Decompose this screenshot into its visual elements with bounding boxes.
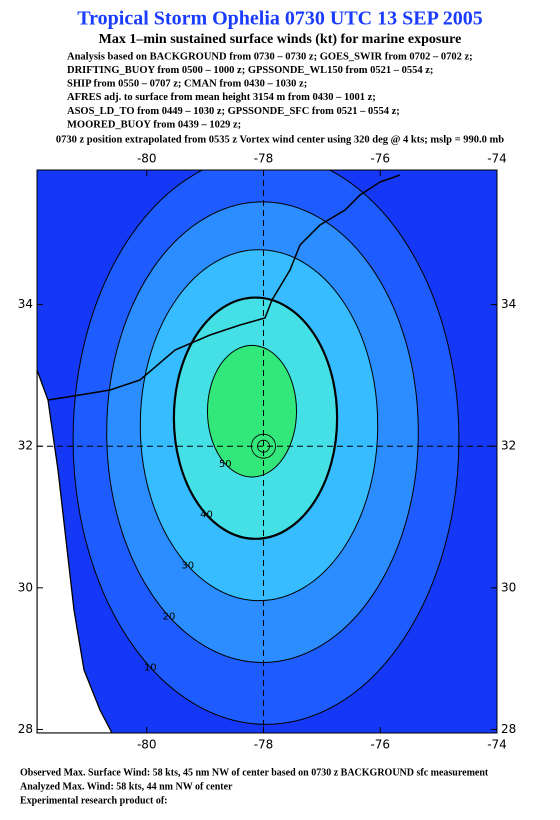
analysis-line: DRIFTING_BUOY from 0500 – 1000 z; GPSSON… — [67, 65, 433, 76]
contour-label: 30 — [181, 561, 194, 572]
x-tick-label: -74 — [487, 152, 507, 166]
y-tick-label: 28 — [501, 722, 516, 736]
x-tick-label: -76 — [370, 152, 390, 166]
subtitle: Max 1–min sustained surface winds (kt) f… — [99, 32, 462, 47]
land — [37, 369, 113, 733]
overlay: -80 -80 -78 -78 -76 -76 -74 -74 28 28 30 30 32 32 34 34 — [18, 152, 517, 752]
x-tick-label: -78 — [254, 738, 274, 752]
footer-line: Observed Max. Surface Wind: 58 kts, 45 n… — [20, 767, 489, 778]
y-tick-label: 32 — [501, 439, 516, 453]
map: 10 20 30 40 50 — [37, 170, 497, 733]
y-tick-label: 28 — [18, 722, 33, 736]
contour-label: 10 — [144, 662, 157, 673]
analysis-line: AFRES adj. to surface from mean height 3… — [67, 92, 376, 103]
x-tick-label: -80 — [137, 152, 157, 166]
y-tick-label: 34 — [18, 297, 33, 311]
contour-label: 20 — [163, 611, 176, 622]
y-tick-label: 34 — [501, 297, 516, 311]
x-tick-label: -76 — [370, 738, 390, 752]
title: Tropical Storm Ophelia 0730 UTC 13 SEP 2… — [77, 8, 482, 30]
analysis-line: ASOS_LD_TO from 0449 – 1030 z; GPSSONDE_… — [67, 106, 400, 117]
x-tick-label: -80 — [137, 738, 157, 752]
analysis-line: MOORED_BUOY from 0439 – 1029 z; — [67, 119, 241, 130]
y-tick-label: 30 — [501, 580, 516, 594]
y-tick-label: 32 — [18, 439, 33, 453]
contour-label: 50 — [219, 459, 232, 470]
x-tick-label: -74 — [487, 738, 507, 752]
footer-line: Analyzed Max. Wind: 58 kts, 44 nm NW of … — [20, 781, 233, 792]
analysis-line: Analysis based on BACKGROUND from 0730 –… — [67, 51, 473, 62]
footer-line: Experimental research product of: — [20, 795, 167, 806]
plot-frame — [36, 169, 498, 734]
y-tick-label: 30 — [18, 580, 33, 594]
contour — [206, 344, 298, 478]
x-tick-label: -78 — [254, 152, 274, 166]
contour-label: 40 — [200, 510, 213, 521]
position-note: 0730 z position extrapolated from 0535 z… — [56, 134, 504, 145]
coastline — [47, 174, 401, 401]
analysis-line: SHIP from 0550 – 0707 z; CMAN from 0430 … — [67, 79, 307, 90]
